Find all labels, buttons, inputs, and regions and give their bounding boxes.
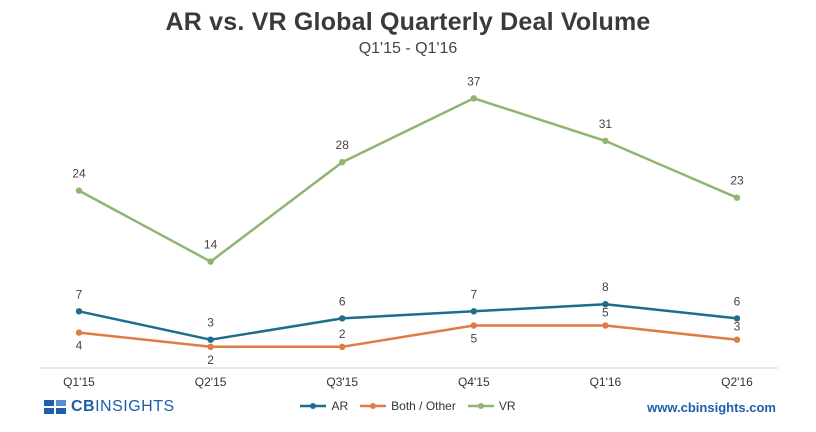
data-label-vr: 37 [467,74,481,88]
data-label-vr: 14 [204,238,218,252]
data-label-vr: 23 [730,174,744,188]
data-point-vr [733,194,741,201]
chart-legend: AR Both / Other VR [0,399,816,413]
data-label-ar: 7 [470,287,477,301]
website-url: www.cbinsights.com [647,400,776,415]
legend-swatch-vr [467,403,494,409]
x-tick-label: Q2'15 [195,375,227,389]
x-tick-label: Q1'16 [590,375,622,389]
x-tick-label: Q2'16 [721,375,753,389]
data-point-both-other [470,322,477,329]
data-label-ar: 3 [207,316,214,330]
cb-logo-icon [44,400,66,414]
x-tick-label: Q3'15 [326,375,358,389]
data-point-ar [470,308,477,315]
chart-subtitle: Q1'15 - Q1'16 [358,40,458,57]
logo-insights-text: INSIGHTS [95,398,175,415]
legend-item-ar: AR [300,399,348,413]
data-point-both-other [339,343,346,350]
logo-cb-text: CB [71,398,96,415]
x-tick-label: Q4'15 [458,375,490,389]
data-label-vr: 28 [336,138,350,152]
series-line-both-other [78,324,738,349]
legend-label-both-other: Both / Other [391,399,456,413]
data-label-both-other: 3 [734,320,741,334]
data-label-vr: 24 [72,167,86,181]
data-point-vr [75,187,83,194]
data-point-vr [470,95,477,102]
data-point-ar [602,301,609,308]
legend-label-vr: VR [498,399,516,413]
line-chart: Q1'15 Q2'15 Q3'15 Q4'15 Q1'16 Q2'16 7 3 6 7 8 6 4 2 2 5… [40,74,778,389]
data-point-both-other [602,322,609,329]
data-label-both-other: 5 [602,306,609,320]
data-point-both-other [733,336,741,343]
x-tick-label: Q1'15 [63,375,95,389]
data-point-both-other [207,343,214,350]
legend-item-both-other: Both / Other [360,399,456,413]
data-label-both-other: 5 [470,332,477,346]
data-point-ar [75,308,83,315]
data-label-ar: 7 [76,287,83,301]
data-label-ar: 6 [339,294,346,308]
data-point-vr [602,137,609,145]
data-point-ar [207,336,214,343]
data-point-ar [733,315,741,322]
chart-title: AR vs. VR Global Quarterly Deal Volume [165,8,651,36]
series-line-ar [78,302,738,341]
legend-swatch-ar [300,403,327,409]
legend-swatch-both-other [360,403,387,409]
legend-item-vr: VR [467,399,516,413]
data-point-vr [207,258,214,265]
cb-insights-logo: CB INSIGHTS [44,397,175,417]
data-label-both-other: 4 [76,339,83,353]
data-point-vr [339,159,346,166]
legend-label-ar: AR [331,399,349,413]
data-label-vr: 31 [599,117,613,131]
data-label-both-other: 2 [339,327,346,341]
data-label-ar: 6 [734,294,741,308]
data-point-both-other [75,329,83,336]
data-label-both-other: 2 [207,353,214,367]
series-line-vr [78,97,738,263]
data-point-ar [339,315,346,322]
data-label-ar: 8 [602,280,609,294]
